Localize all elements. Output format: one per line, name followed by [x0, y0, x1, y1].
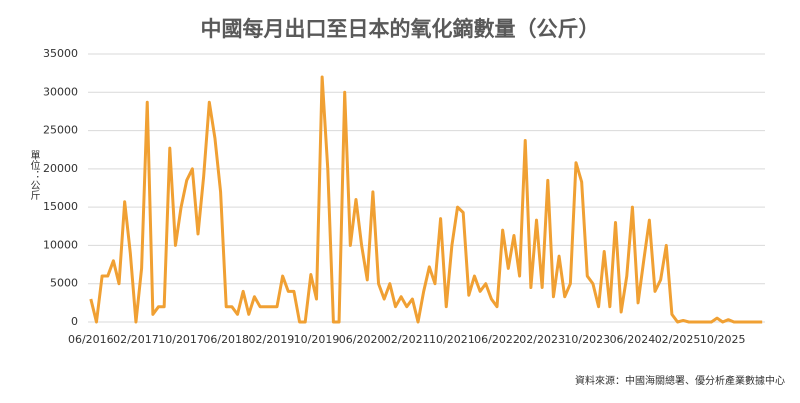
x-tick-label: 10/2023: [564, 333, 610, 346]
y-tick-label: 25000: [43, 124, 78, 137]
x-tick-label: 02/2021: [384, 333, 430, 346]
x-tick-label: 02/2023: [519, 333, 565, 346]
x-tick-label: 02/2025: [655, 333, 701, 346]
x-tick-label: 06/2020: [339, 333, 385, 346]
x-tick-label: 02/2019: [249, 333, 295, 346]
y-tick-label: 15000: [43, 200, 78, 213]
y-tick-label: 10000: [43, 238, 78, 251]
y-tick-label: 20000: [43, 162, 78, 175]
x-tick-label: 06/2024: [610, 333, 656, 346]
y-tick-label: 0: [71, 315, 78, 328]
y-tick-label: 5000: [50, 277, 78, 290]
data-line: [89, 75, 763, 324]
source-note: 資料來源：中國海關總署、優分析產業數據中心: [575, 374, 785, 387]
y-tick-label: 30000: [43, 85, 78, 98]
x-tick-label: 06/2018: [203, 333, 249, 346]
chart-title: 中國每月出口至日本的氧化鏑數量（公斤）: [201, 17, 600, 41]
y-tick-label: 35000: [43, 47, 78, 60]
x-tick-label: 10/2017: [158, 333, 204, 346]
y-axis-label: 單位：公斤: [28, 150, 40, 201]
x-tick-label: 02/2017: [113, 333, 159, 346]
x-tick-label: 10/2019: [294, 333, 340, 346]
x-tick-label: 06/2022: [474, 333, 520, 346]
x-tick-label: 10/2025: [700, 333, 746, 346]
x-tick-label: 10/2021: [429, 333, 475, 346]
x-tick-label: 06/2016: [68, 333, 114, 346]
